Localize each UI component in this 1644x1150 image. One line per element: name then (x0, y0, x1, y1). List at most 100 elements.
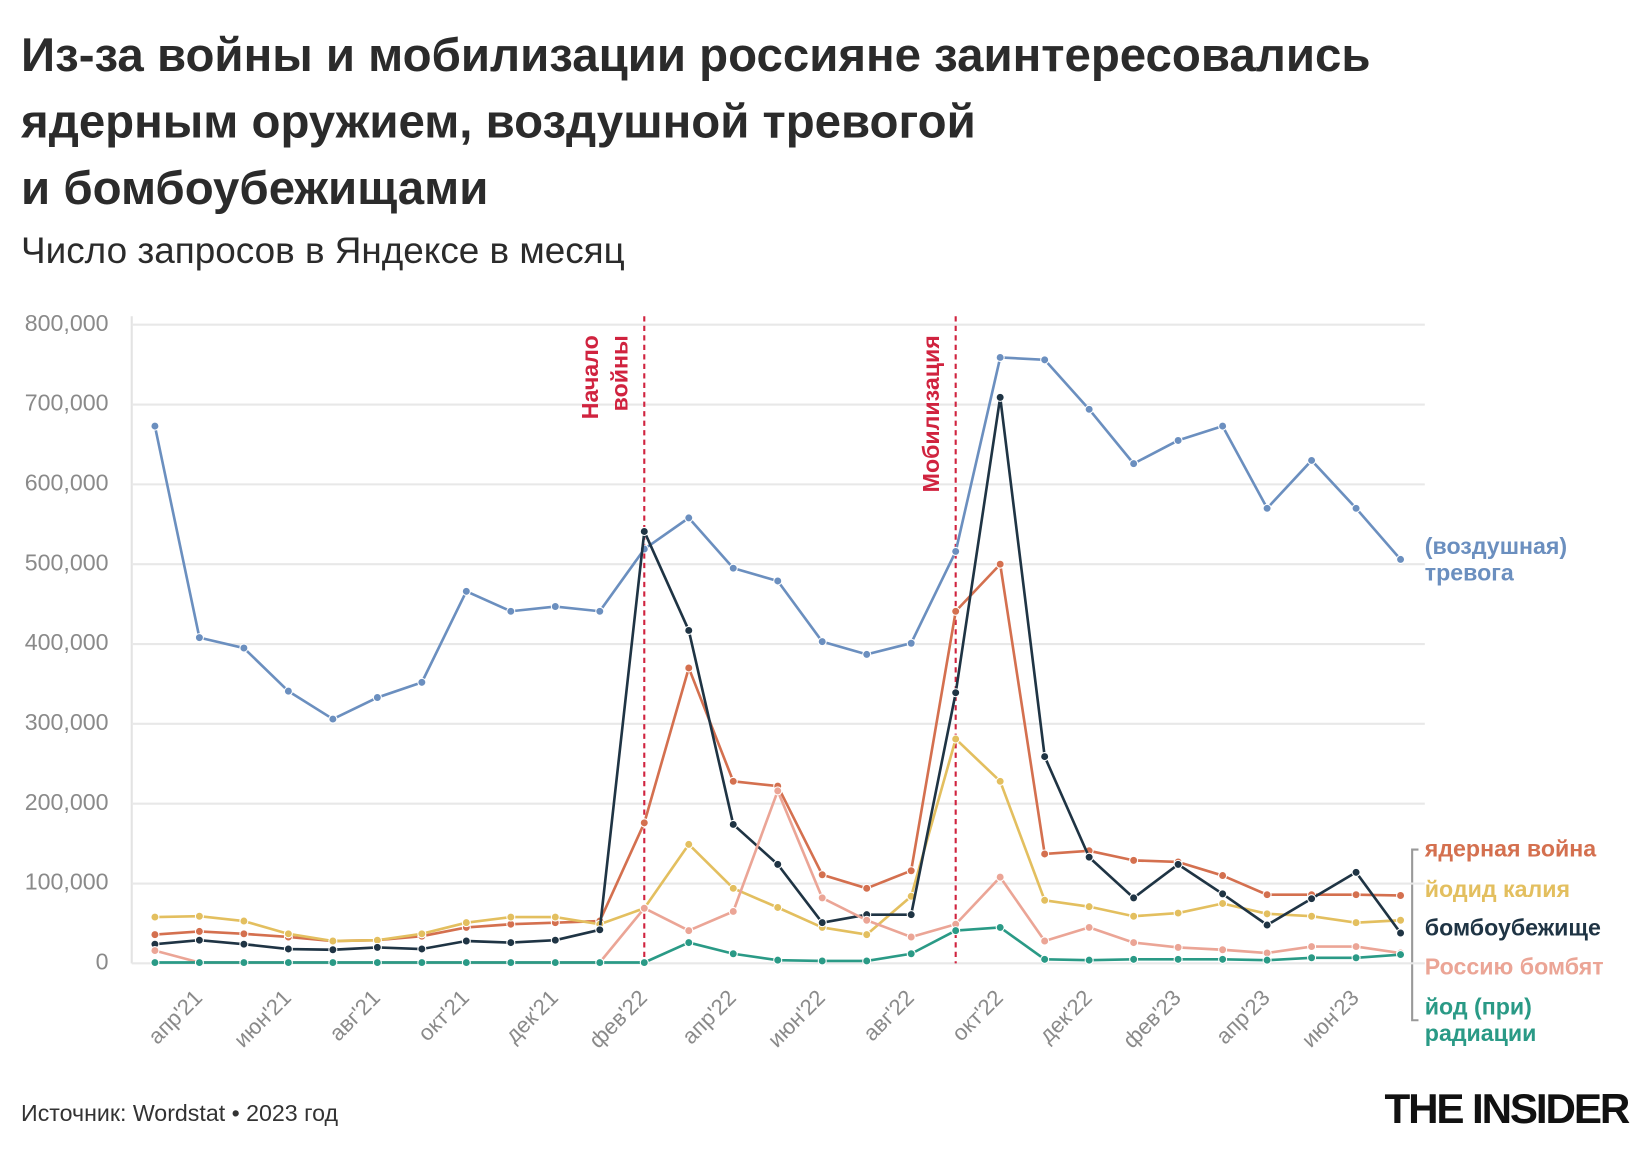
x-tick-label: авг'21 (324, 985, 385, 1046)
data-point (773, 955, 783, 965)
data-point (461, 936, 471, 946)
data-point (1351, 942, 1361, 952)
data-point (1218, 421, 1228, 431)
data-point (1040, 849, 1050, 859)
data-point (1218, 945, 1228, 955)
data-point (951, 606, 961, 616)
data-point (506, 606, 516, 616)
data-point (1351, 867, 1361, 877)
data-point (995, 559, 1005, 569)
data-point (1173, 954, 1183, 964)
x-tick-label: апр'23 (1211, 985, 1275, 1049)
data-point (194, 958, 204, 968)
data-point (1218, 870, 1228, 881)
data-point (1173, 942, 1183, 952)
data-point (639, 818, 649, 828)
x-tick-label: апр'21 (143, 985, 207, 1049)
data-point (1396, 928, 1406, 938)
data-point (595, 606, 605, 616)
data-point (283, 958, 293, 968)
y-tick-label: 300,000 (25, 709, 109, 735)
data-point (1396, 950, 1406, 960)
data-point (150, 958, 160, 968)
data-point (684, 926, 694, 936)
legend-bracket (1411, 848, 1419, 1022)
data-point (1173, 859, 1183, 869)
data-point (283, 944, 293, 954)
data-point (1262, 909, 1272, 919)
data-point (1262, 955, 1272, 965)
data-point (550, 601, 560, 612)
data-point (639, 526, 649, 536)
data-point (951, 926, 961, 936)
source: Источник: Wordstat • 2023 год (21, 1100, 338, 1126)
data-point (194, 911, 204, 921)
data-point (1307, 953, 1317, 963)
data-point (773, 576, 783, 586)
data-point (417, 958, 427, 968)
data-point (1262, 890, 1272, 900)
y-tick-label: 700,000 (25, 390, 109, 416)
series (150, 392, 1406, 955)
y-tick-label: 800,000 (25, 310, 109, 336)
data-point (817, 893, 827, 903)
data-point (773, 902, 783, 912)
data-point (417, 677, 427, 687)
data-point (550, 958, 560, 968)
event-label: Мобилизация (918, 335, 944, 492)
data-point (1351, 918, 1361, 928)
data-point (1307, 911, 1317, 921)
data-point (906, 932, 916, 942)
series (150, 559, 1406, 946)
event-label: Начало войны (577, 335, 633, 419)
legend-label: ядерная война (1424, 836, 1597, 862)
data-point (461, 918, 471, 928)
data-point (1040, 752, 1050, 762)
data-point (639, 958, 649, 968)
data-point (239, 939, 249, 949)
data-point (1084, 922, 1094, 932)
series-line (154, 789, 1401, 964)
legend-label: йодид калия (1425, 876, 1570, 902)
data-point (1040, 954, 1050, 964)
data-point (862, 883, 872, 893)
x-tick-label: авг'22 (858, 985, 919, 1046)
x-tick-label: июн'21 (229, 985, 296, 1052)
data-point (417, 944, 427, 954)
data-point (1040, 355, 1050, 365)
data-point (684, 513, 694, 523)
data-point (239, 929, 249, 939)
x-tick-label: окт'22 (947, 985, 1008, 1046)
data-point (1307, 894, 1317, 904)
bracket (1411, 848, 1419, 1022)
data-point (239, 916, 249, 926)
x-tick-label: июн'23 (1297, 985, 1364, 1052)
data-point (1173, 908, 1183, 918)
data-point (773, 786, 783, 796)
data-point (1351, 953, 1361, 963)
data-point (595, 958, 605, 968)
x-tick-label: апр'22 (677, 985, 741, 1049)
data-point (506, 938, 516, 948)
x-tick-label: дек'22 (1034, 985, 1097, 1048)
legend-label: Россию бомбят (1425, 954, 1604, 980)
data-point (1351, 890, 1361, 900)
data-point (328, 945, 338, 955)
data-point (1129, 459, 1139, 469)
series-line (153, 356, 1402, 721)
data-point (550, 935, 560, 945)
data-point (372, 942, 382, 952)
chart-subtitle: Число запросов в Яндексе в месяц (21, 230, 625, 271)
data-point (506, 912, 516, 922)
data-point (150, 946, 160, 956)
data-point (1084, 852, 1094, 862)
y-tick-label: 500,000 (25, 549, 109, 575)
data-point (1396, 554, 1406, 564)
data-point (684, 938, 694, 948)
data-point (1129, 855, 1139, 865)
data-point (995, 392, 1005, 402)
data-point (1218, 954, 1228, 964)
data-point (239, 958, 249, 968)
data-point (728, 819, 738, 829)
